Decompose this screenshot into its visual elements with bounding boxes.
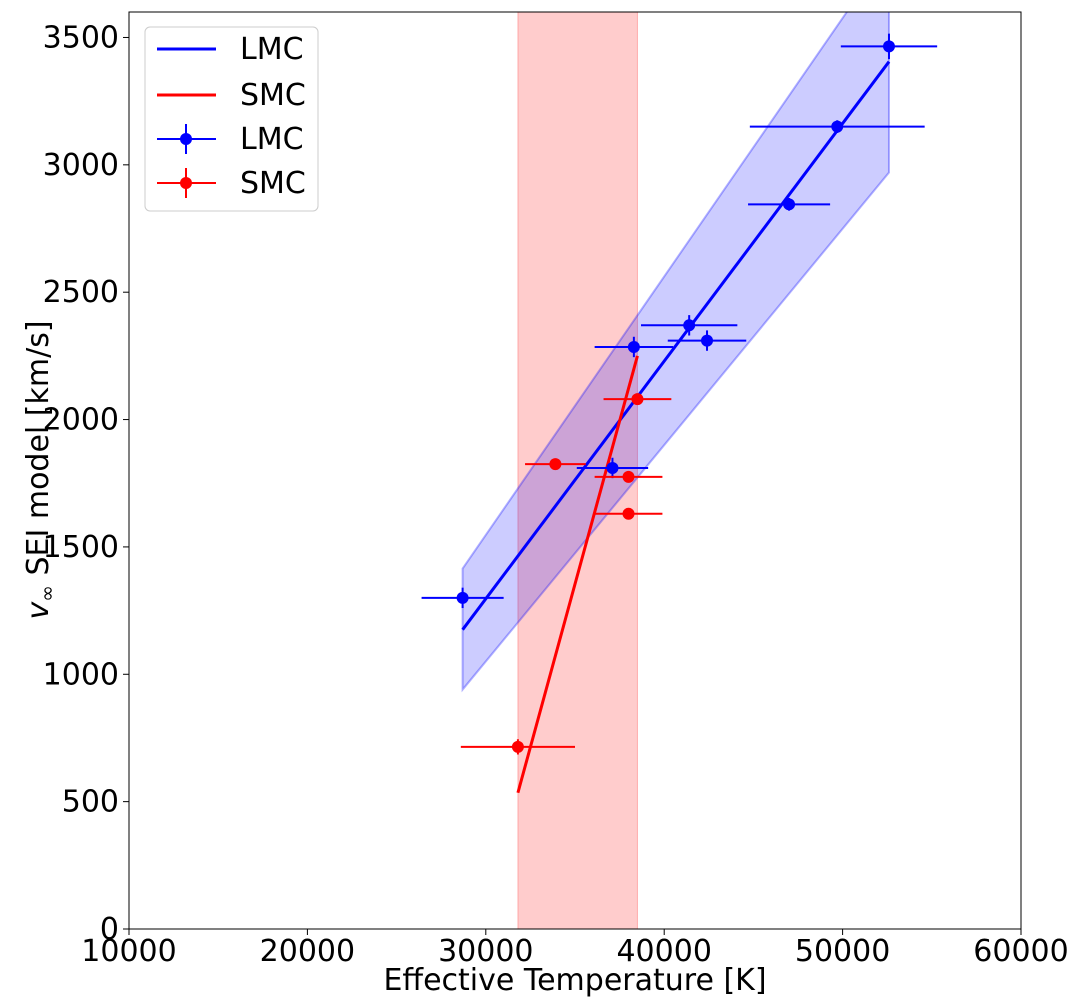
lmc-data-point-5 xyxy=(667,330,747,351)
lmc-marker xyxy=(456,591,469,604)
lmc-marker xyxy=(627,340,640,353)
x-tick-label: 20000 xyxy=(260,934,355,969)
tick-layer: 10000 20000 30000 40000 50000 60000 0 500 1000 15… xyxy=(43,20,1069,969)
y-tick-label: 0 xyxy=(100,912,119,947)
lmc-marker xyxy=(683,319,696,332)
smc-data-point-5 xyxy=(603,393,672,406)
x-tick-label: 40000 xyxy=(616,934,711,969)
smc-data-point-3 xyxy=(594,470,663,483)
x-tick-label: 30000 xyxy=(438,934,533,969)
lmc-data-point-3 xyxy=(594,336,674,358)
x-tick-label: 50000 xyxy=(795,934,890,969)
lmc-data-point-4 xyxy=(641,315,738,336)
legend-lmc-line-label: LMC xyxy=(240,32,304,67)
legend: LMC SMC LMC SMC xyxy=(144,26,319,212)
y-tick-label: 500 xyxy=(62,785,119,820)
smc-marker xyxy=(631,393,644,406)
lmc-data-point-6 xyxy=(748,197,831,211)
plot-frame xyxy=(128,11,1022,930)
lmc-data-point-7 xyxy=(749,120,925,133)
smc-marker xyxy=(622,470,635,483)
y-tick-label: 2500 xyxy=(43,275,119,310)
y-tick-label: 3000 xyxy=(43,148,119,183)
x-tick-label: 60000 xyxy=(973,934,1068,969)
smc-marker xyxy=(622,507,635,520)
legend-smc-errorbar-swatch xyxy=(157,168,216,198)
lmc-data-point-2 xyxy=(576,457,649,479)
legend-lmc-points-label: LMC xyxy=(240,122,304,157)
smc-data-point-4 xyxy=(594,507,663,520)
fit-line-smc xyxy=(516,355,639,794)
lmc-marker xyxy=(606,461,619,474)
smc-data-point-2 xyxy=(525,458,586,471)
y-tick-label: 1500 xyxy=(43,530,119,565)
y-axis-label-rest: SEI model [km/s] xyxy=(21,320,56,585)
y-axis-label: v∞ SEI model [km/s] xyxy=(21,320,59,619)
lmc-data-point-8 xyxy=(840,33,938,60)
y-axis-label-symbol: v xyxy=(21,601,56,620)
fit-layer xyxy=(461,60,891,794)
point-layer xyxy=(421,33,938,755)
lmc-marker xyxy=(882,40,895,53)
legend-lmc-errorbar-swatch xyxy=(157,124,216,154)
lmc-marker xyxy=(831,120,844,133)
y-tick-label: 3500 xyxy=(43,20,119,55)
y-tick-label: 1000 xyxy=(43,657,119,692)
smc-marker xyxy=(549,458,562,471)
lmc-data-point-1 xyxy=(421,587,504,609)
x-tick-label: 10000 xyxy=(81,934,176,969)
x-axis-label: Effective Temperature [K] xyxy=(383,963,766,998)
legend-box xyxy=(144,26,319,212)
smc-marker xyxy=(511,740,524,753)
lmc-marker xyxy=(701,334,714,347)
legend-smc-line-label: SMC xyxy=(240,78,306,113)
lmc-marker xyxy=(783,198,796,211)
smc-data-point-1 xyxy=(460,739,575,755)
legend-smc-points-label: SMC xyxy=(240,166,306,201)
confidence-band-lmc xyxy=(461,12,890,693)
y-tick-label: 2000 xyxy=(43,403,119,438)
fit-line-lmc xyxy=(461,60,891,631)
y-axis-label-subscript: ∞ xyxy=(35,585,59,602)
